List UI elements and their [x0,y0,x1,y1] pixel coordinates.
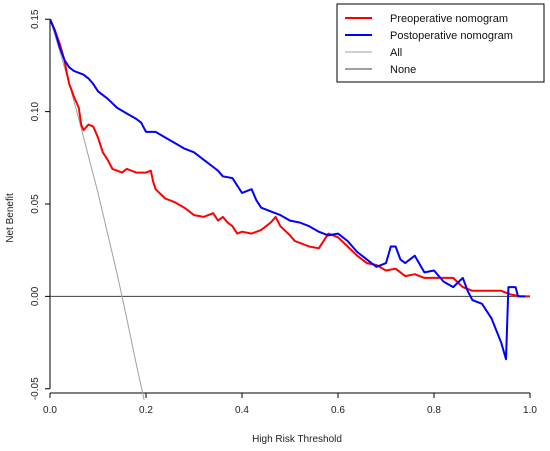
x-tick-label: 0.4 [235,405,249,416]
axes: 0.0 0.2 0.4 0.6 0.8 1.0 -0.05 0.00 0.05 0.10 0.15 [30,9,537,416]
x-tick-label: 0.6 [331,405,345,416]
x-tick-label: 0.0 [43,405,57,416]
y-axis-title: Net Benefit [5,193,16,243]
y-tick-label: 0.15 [30,9,41,29]
series-line-all [49,19,145,400]
y-tick-label: 0.00 [30,286,41,306]
y-tick-label: 0.05 [30,194,41,214]
y-tick-label: 0.10 [30,101,41,121]
series-line-preoperative-nomogram [49,18,530,298]
series-layer [49,18,530,400]
y-tick-label: -0.05 [30,377,41,400]
legend-label: Postoperative nomogram [390,30,513,42]
x-tick-label: 0.8 [427,405,441,416]
series-line-postoperative-nomogram [49,18,526,361]
legend: Preoperative nomogram Postoperative nomog… [336,3,545,83]
x-tick-label: 0.2 [139,405,153,416]
legend-label: Preoperative nomogram [390,13,508,25]
x-tick-label: 1.0 [523,405,537,416]
x-axis-title: High Risk Threshold [252,434,342,445]
legend-label: None [390,64,416,76]
legend-label: All [390,47,402,59]
